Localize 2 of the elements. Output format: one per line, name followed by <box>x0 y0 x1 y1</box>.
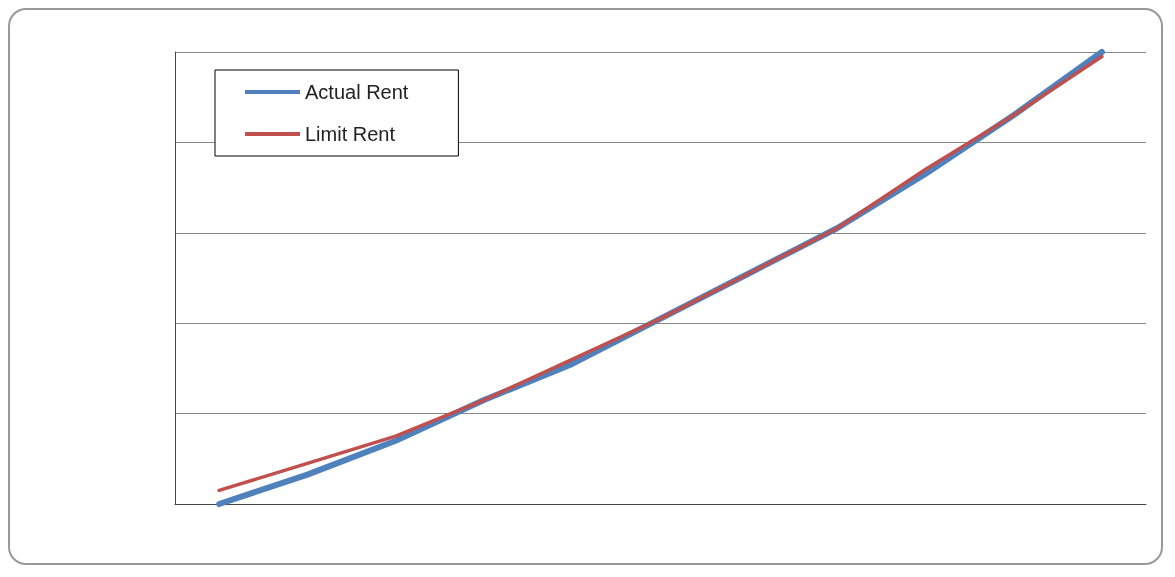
legend-label: Limit Rent <box>305 123 396 145</box>
legend-label: Actual Rent <box>305 81 409 103</box>
